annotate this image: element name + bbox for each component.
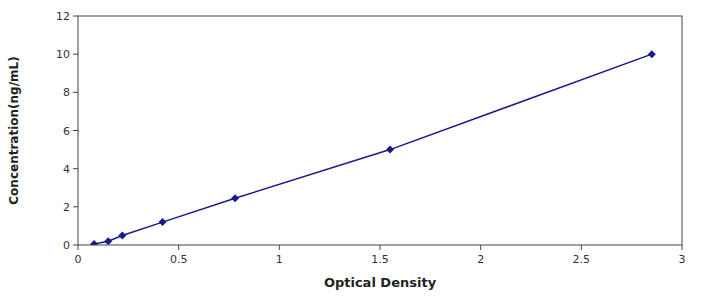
x-tick — [279, 245, 280, 250]
y-tick — [73, 168, 78, 169]
y-tick-label: 2 — [63, 201, 70, 214]
y-tick-label: 6 — [63, 125, 70, 138]
plot-frame — [78, 16, 682, 245]
y-tick — [73, 16, 78, 17]
chart: 0 0.5 1 1.5 2 2.5 3 0 2 4 6 8 10 12 Optical Density Con… — [0, 0, 704, 297]
data — [90, 50, 656, 245]
y-tick-label: 10 — [56, 48, 70, 61]
x-tick-label: 2.5 — [573, 253, 591, 266]
y-axis-label: Concentration(ng/mL) — [7, 56, 21, 204]
x-tick — [480, 245, 481, 250]
point — [386, 146, 394, 154]
y-tick — [73, 130, 78, 131]
line — [94, 54, 652, 244]
x-tick-label: 3 — [679, 253, 686, 266]
x-tick-label: 1 — [276, 253, 283, 266]
y-tick — [73, 245, 78, 246]
point — [231, 194, 239, 202]
y-axis: 0 2 4 6 8 10 12 — [56, 10, 78, 252]
x-tick — [682, 245, 683, 250]
x-axis: 0 0.5 1 1.5 2 2.5 3 — [75, 245, 686, 266]
y-tick-label: 8 — [63, 86, 70, 99]
x-tick — [78, 245, 79, 250]
x-tick-label: 2 — [477, 253, 484, 266]
x-tick — [380, 245, 381, 250]
chart-container: 0 0.5 1 1.5 2 2.5 3 0 2 4 6 8 10 12 Optical Density Con… — [0, 0, 704, 297]
x-axis-label: Optical Density — [324, 275, 437, 290]
point — [159, 218, 167, 226]
y-tick-label: 0 — [63, 239, 70, 252]
y-tick-label: 12 — [56, 10, 70, 23]
point — [648, 50, 656, 58]
y-tick — [73, 54, 78, 55]
y-tick — [73, 92, 78, 93]
point — [90, 240, 98, 245]
x-tick-label: 0 — [75, 253, 82, 266]
y-tick — [73, 206, 78, 207]
x-tick-label: 1.5 — [371, 253, 389, 266]
x-tick — [581, 245, 582, 250]
point — [104, 237, 112, 245]
point — [118, 231, 126, 239]
x-tick-label: 0.5 — [170, 253, 188, 266]
y-tick-label: 4 — [63, 163, 70, 176]
x-tick — [178, 245, 179, 250]
